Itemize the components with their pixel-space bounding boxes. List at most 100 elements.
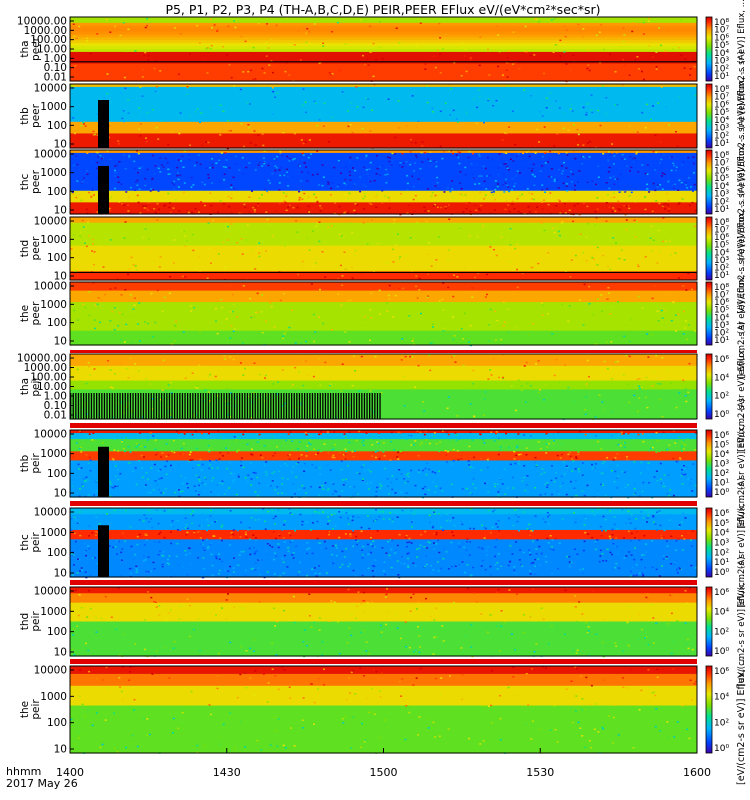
- spectrogram-pixel: [195, 386, 198, 389]
- spectrogram-pixel: [661, 175, 663, 177]
- spectrogram-pixel: [616, 477, 619, 479]
- spectrogram-pixel: [533, 198, 536, 201]
- spectrogram-pixel: [211, 182, 213, 184]
- spectrogram-pixel: [641, 417, 644, 419]
- spectrogram-band: [70, 733, 697, 738]
- spectrogram-pixel: [132, 264, 135, 266]
- spectrogram-pixel: [566, 154, 569, 156]
- spectrogram-pixel: [282, 561, 285, 563]
- spectrogram-pixel: [448, 218, 451, 220]
- spectrogram-pixel: [627, 432, 630, 435]
- spectrogram-pixel: [365, 641, 368, 643]
- spectrogram-pixel: [380, 631, 383, 633]
- spectrogram-pixel: [652, 516, 655, 518]
- spectrogram-pixel: [614, 470, 617, 473]
- spectrogram-pixel: [293, 132, 296, 135]
- spectrogram-pixel: [188, 115, 191, 117]
- spectrogram-pixel: [343, 194, 346, 196]
- spectrogram-pixel: [440, 567, 443, 570]
- spectrogram-pixel: [430, 565, 433, 567]
- spectrogram-pixel: [274, 552, 276, 555]
- spectrogram-pixel: [604, 534, 607, 536]
- spectrogram-pixel: [302, 113, 305, 115]
- spectrogram-pixel: [552, 549, 555, 551]
- spectrogram-pixel: [172, 731, 174, 734]
- spectrogram-pixel: [535, 18, 538, 21]
- spectrogram-pixel: [244, 40, 247, 43]
- spectrogram-pixel: [586, 142, 589, 144]
- colorbar-title: [eV/(cm2-s sr eV)] Eflux, ... (A): [737, 399, 747, 529]
- spectrogram-pixel: [75, 37, 78, 40]
- spectrogram-pixel: [461, 713, 464, 715]
- spectrogram-pixel: [397, 451, 399, 454]
- spectrogram-pixel: [423, 566, 426, 569]
- spectrogram-pixel: [369, 471, 372, 473]
- spectrogram-pixel: [313, 193, 316, 196]
- spectrogram-pixel: [642, 21, 645, 24]
- spectrogram-pixel: [142, 205, 145, 207]
- spectrogram-pixel: [239, 88, 242, 91]
- spectrogram-pixel: [362, 439, 365, 442]
- spectrogram-pixel: [656, 440, 659, 442]
- spectrogram-pixel: [151, 335, 154, 338]
- spectrogram-pixel: [406, 125, 409, 127]
- spectrogram-band: [70, 407, 697, 411]
- spectrogram-band: [70, 219, 697, 224]
- spectrogram-pixel: [316, 200, 319, 202]
- spectrogram-pixel: [517, 379, 520, 381]
- spectrogram-pixel: [85, 170, 88, 172]
- spectrogram-pixel: [316, 368, 319, 370]
- spectrogram-pixel: [324, 276, 327, 278]
- spectrogram-pixel: [181, 155, 183, 157]
- spectrogram-pixel: [71, 191, 74, 193]
- spectrogram-pixel: [558, 542, 561, 544]
- spectrogram-pixel: [83, 123, 86, 125]
- spectrogram-pixel: [381, 202, 384, 204]
- spectrogram-pixel: [73, 516, 76, 519]
- spectrogram-pixel: [308, 547, 311, 549]
- spectrogram-pixel: [478, 207, 481, 210]
- spectrogram-pixel: [81, 468, 84, 470]
- spectrogram-pixel: [352, 167, 354, 169]
- spectrogram-pixel: [110, 196, 113, 198]
- spectrogram-pixel: [357, 591, 360, 593]
- spectrogram-pixel: [467, 156, 470, 159]
- data-gap: [85, 393, 87, 419]
- spectrogram-pixel: [678, 524, 681, 526]
- spectrogram-pixel: [359, 176, 362, 178]
- spectrogram-band: [70, 599, 697, 604]
- spectrogram-band: [70, 217, 697, 221]
- spectrogram-pixel: [252, 567, 255, 570]
- spectrogram-pixel: [581, 698, 584, 700]
- spectrogram-pixel: [554, 44, 557, 46]
- spectrogram-pixel: [242, 466, 245, 469]
- spectrogram-pixel: [472, 177, 475, 180]
- spectrogram-pixel: [310, 283, 313, 285]
- spectrogram-pixel: [348, 677, 351, 679]
- spectrogram-pixel: [136, 543, 139, 546]
- spectrogram-pixel: [168, 555, 171, 557]
- spectrogram-pixel: [376, 193, 379, 195]
- spectrogram-pixel: [303, 440, 306, 442]
- spectrogram-pixel: [687, 477, 690, 480]
- spectrogram-pixel: [428, 542, 431, 544]
- spectrogram-pixel: [410, 521, 413, 523]
- spectrogram-pixel: [440, 430, 443, 432]
- spectrogram-pixel: [493, 440, 496, 442]
- spectrogram-pixel: [263, 150, 266, 152]
- spectrogram-pixel: [506, 238, 509, 241]
- spectrogram-band: [70, 121, 697, 126]
- spectrogram-pixel: [261, 294, 264, 296]
- spectrogram-pixel: [251, 454, 254, 456]
- spectrogram-pixel: [547, 434, 549, 436]
- spectrogram-pixel: [447, 728, 450, 730]
- spectrogram-pixel: [474, 183, 477, 185]
- spectrogram-pixel: [672, 457, 675, 460]
- spectrogram-pixel: [500, 565, 503, 567]
- spectrogram-band: [70, 158, 697, 163]
- spectrogram-pixel: [672, 162, 675, 165]
- spectrogram-pixel: [449, 190, 452, 193]
- data-gap: [142, 393, 145, 419]
- spectrogram-pixel: [694, 330, 697, 332]
- spectrogram-pixel: [162, 564, 165, 567]
